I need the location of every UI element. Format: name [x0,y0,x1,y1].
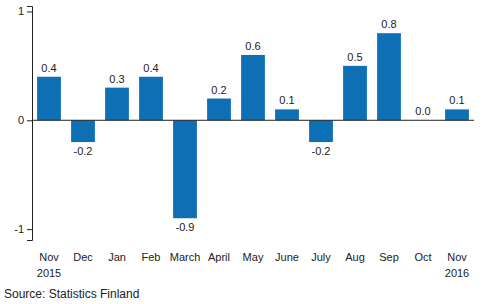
x-axis: Nov2015 Dec Jan Feb March April May June July Aug… [37,250,469,279]
tick: April [208,250,230,263]
source: Source: Statistics Finland [4,287,139,301]
tick: Nov2016 [445,250,469,279]
tick-label: Aug [345,251,365,263]
tick: 1 [18,5,32,17]
tick: Feb [142,250,161,263]
bar [377,33,401,120]
data-label: -0.9 [176,221,195,233]
tick-label: -1 [14,223,24,235]
y-axis-line [27,7,33,241]
tick-label: Feb [142,251,161,263]
tick-label: Oct [414,251,431,263]
tick: -1 [14,223,32,235]
tick-label: Dec [73,251,93,263]
data-label: 0.4 [143,62,158,74]
tick: Oct [414,250,431,263]
data-label: 0.6 [245,40,260,52]
bar [37,77,61,121]
data-label: 0.0 [415,105,430,117]
bar [207,99,231,121]
tick: Aug [345,250,365,263]
tick-mark [27,120,32,121]
tick: Nov2015 [37,250,61,279]
tick-label: April [208,251,230,263]
bar [241,55,265,120]
tick-mark [27,11,32,12]
data-label: 0.4 [41,62,56,74]
chart: -1 0 1 Nov2015 Dec Jan Feb March April May June Jul… [0,0,493,304]
tick-label: 0 [18,114,24,126]
tick-label: Sep [379,251,399,263]
data-label: 0.8 [381,18,396,30]
bar [71,120,95,142]
tick-label: May [243,251,264,263]
bar [173,120,197,218]
data-label: 0.1 [279,94,294,106]
tick: March [170,250,201,263]
bar [105,88,129,121]
tick-label: July [311,251,331,263]
y-axis: -1 0 1 [14,5,32,240]
data-label: 0.3 [109,73,124,85]
data-label: 0.5 [347,51,362,63]
data-label: 0.1 [449,94,464,106]
bar [343,66,367,120]
tick-label: Jan [108,251,126,263]
tick: Dec [73,250,93,263]
bar [275,109,299,120]
data-label: 0.2 [211,84,226,96]
bar [309,120,333,142]
bar [139,77,163,121]
tick: 0 [18,114,32,126]
tick-label: 1 [18,5,24,17]
tick: July [311,250,331,263]
tick-label: Nov2016 [445,251,469,280]
tick: Sep [379,250,399,263]
tick-label: Nov2015 [37,251,61,280]
plot: -1 0 1 Nov2015 Dec Jan Feb March April May June Jul… [14,5,474,279]
tick-label: March [170,251,201,263]
tick-mark [27,229,32,230]
data-label: -0.2 [74,145,93,157]
data-label: -0.2 [312,145,331,157]
tick: Jan [108,250,126,263]
bar [445,109,469,120]
tick: June [275,250,299,263]
tick-label: June [275,251,299,263]
bars [37,33,469,218]
tick: May [243,250,264,263]
data-labels: 0.4 -0.2 0.3 0.4 -0.9 0.2 0.6 0.1 -0.2 0.5 0.8 0.0 0… [41,18,464,233]
zero-line [32,120,474,121]
